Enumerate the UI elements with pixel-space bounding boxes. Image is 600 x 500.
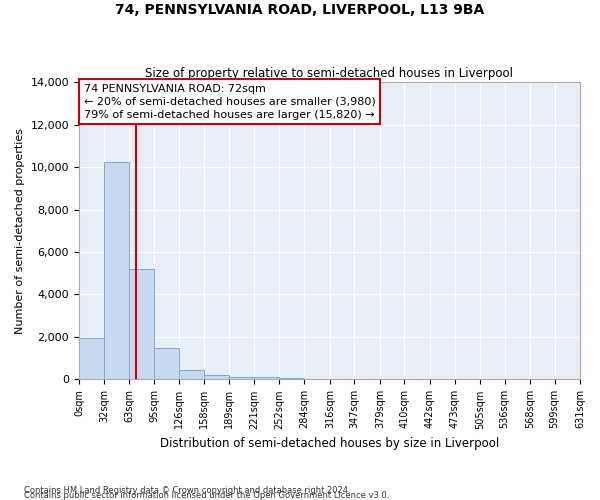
Y-axis label: Number of semi-detached properties: Number of semi-detached properties xyxy=(15,128,25,334)
Bar xyxy=(229,376,254,380)
Bar xyxy=(79,338,104,380)
Bar xyxy=(104,162,129,380)
Bar xyxy=(279,378,304,380)
Text: Contains HM Land Registry data © Crown copyright and database right 2024.: Contains HM Land Registry data © Crown c… xyxy=(24,486,350,495)
Text: Contains public sector information licensed under the Open Government Licence v3: Contains public sector information licen… xyxy=(24,490,389,500)
Bar xyxy=(254,378,279,380)
Text: 74 PENNSYLVANIA ROAD: 72sqm
← 20% of semi-detached houses are smaller (3,980)
79: 74 PENNSYLVANIA ROAD: 72sqm ← 20% of sem… xyxy=(84,84,376,120)
X-axis label: Distribution of semi-detached houses by size in Liverpool: Distribution of semi-detached houses by … xyxy=(160,437,499,450)
Bar xyxy=(129,269,154,380)
Text: 74, PENNSYLVANIA ROAD, LIVERPOOL, L13 9BA: 74, PENNSYLVANIA ROAD, LIVERPOOL, L13 9B… xyxy=(115,2,485,16)
Title: Size of property relative to semi-detached houses in Liverpool: Size of property relative to semi-detach… xyxy=(145,66,514,80)
Bar xyxy=(154,348,179,380)
Bar xyxy=(205,375,229,380)
Bar xyxy=(179,370,205,380)
Bar xyxy=(304,378,330,380)
